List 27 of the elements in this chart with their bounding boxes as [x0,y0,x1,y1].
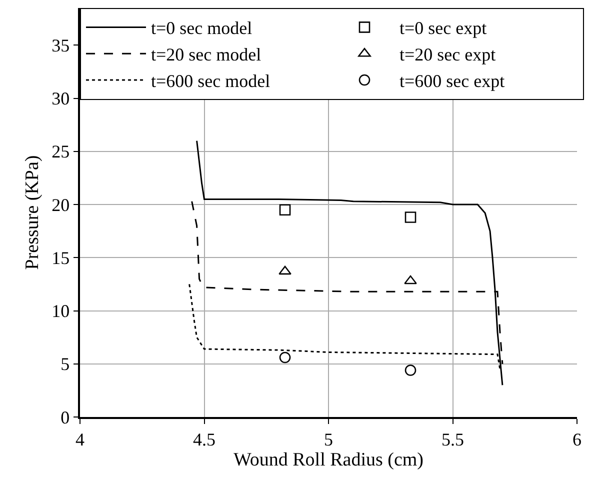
x-axis-title: Wound Roll Radius (cm) [233,450,424,471]
y-tick-label: 35 [52,35,70,56]
y-tick-label: 15 [52,248,70,268]
x-tick-label: 4 [76,429,84,450]
y-tick-label: 5 [60,354,70,374]
x-tick-label: 5 [324,429,333,450]
y-tick-label: 20 [52,194,70,215]
legend-label: t=0 sec expt [400,18,487,38]
x-tick-label: 6 [572,429,582,450]
y-tick-label: 25 [52,142,70,162]
y-tick-label: 30 [52,88,70,109]
point [404,275,417,284]
point [278,266,292,275]
legend-label: t=600 sec expt [400,71,505,92]
legend-label: t=600 sec model [151,71,270,92]
point [404,212,416,223]
x-tick-label: 4.5 [193,429,216,450]
legend-label: t=20 sec expt [400,44,496,65]
x-tick-label: 5.5 [442,429,464,450]
point [279,352,291,364]
point [404,364,416,376]
legend-label: t=20 sec model [151,44,262,65]
y-axis-title: Pressure (KPa) [22,155,43,270]
point [279,204,291,216]
y-tick-label: 10 [52,301,70,322]
legend-label: t=0 sec model [151,18,252,38]
y-tick-label: 0 [60,407,70,428]
